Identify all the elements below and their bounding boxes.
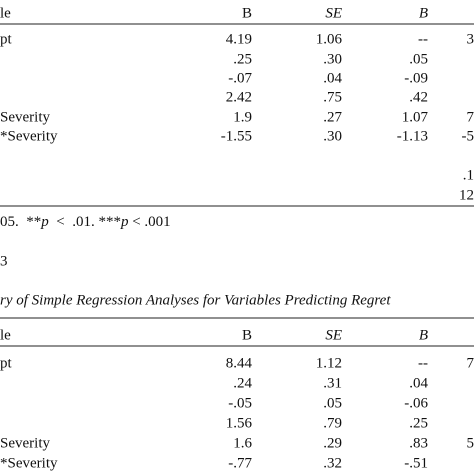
cell: .31: [323, 375, 342, 391]
cell: --: [418, 355, 428, 371]
cell: .1: [463, 167, 474, 183]
cell: .24: [233, 375, 252, 391]
cell: .83: [409, 435, 428, 451]
note-part: p: [40, 214, 49, 230]
cell: .27: [323, 109, 342, 125]
note-part: < .01. ***: [49, 214, 121, 230]
cell: 5: [467, 435, 474, 451]
cell: 1.12: [316, 355, 342, 371]
cell: -.06: [404, 395, 428, 411]
column-header: B: [419, 327, 428, 343]
row-label: Severity: [0, 109, 50, 125]
cell: -.09: [404, 70, 428, 86]
row-label: *Severity: [0, 455, 58, 471]
column-header: le: [0, 327, 11, 343]
cell: 1.07: [402, 109, 429, 125]
table-title: ry of Simple Regression Analyses for Var…: [0, 292, 391, 308]
row-label: Severity: [0, 435, 50, 451]
table-note: 05. **p < .01. ***p < .001: [0, 214, 171, 230]
note-part: p: [120, 214, 129, 230]
column-header: B: [419, 5, 428, 21]
row-label: *Severity: [0, 128, 58, 144]
column-header: B: [242, 5, 252, 21]
cell: 7: [467, 109, 474, 125]
cell: .75: [323, 89, 342, 105]
cell: .79: [323, 415, 342, 431]
cell: .29: [323, 435, 342, 451]
column-header: SE: [325, 327, 342, 343]
cell: .04: [409, 375, 428, 391]
cell: 1.6: [233, 435, 252, 451]
cell: .42: [409, 89, 428, 105]
cell: -.07: [228, 70, 252, 86]
cell: 8.44: [226, 355, 253, 371]
cell: -.77: [228, 455, 252, 471]
cell: 1.9: [233, 109, 252, 125]
note-part: 05. **: [0, 214, 41, 230]
column-header: B: [242, 327, 252, 343]
cell: 1.06: [316, 31, 343, 47]
table-number: 3: [0, 253, 8, 269]
cell: .05: [323, 395, 342, 411]
cell: .04: [323, 70, 342, 86]
cell: 1.56: [226, 415, 253, 431]
cell: .30: [323, 128, 342, 144]
cell: -1.13: [397, 128, 428, 144]
cell: -.05: [228, 395, 252, 411]
cell: -5: [462, 128, 474, 144]
cell: 2.42: [226, 89, 252, 105]
cell: .32: [323, 455, 342, 471]
row-label: pt: [0, 355, 13, 371]
column-header: le: [0, 5, 11, 21]
note-part: < .001: [128, 214, 170, 230]
cell: -1.55: [221, 128, 252, 144]
cell: .30: [323, 51, 342, 67]
cell: -.51: [404, 455, 428, 471]
cell: .25: [409, 415, 428, 431]
row-label: pt: [0, 31, 13, 47]
column-header: SE: [325, 5, 342, 21]
cell: 4.19: [226, 31, 252, 47]
cell: .25: [233, 51, 252, 67]
cell: .05: [409, 51, 428, 67]
cell: 7: [467, 355, 474, 371]
cell: --: [418, 31, 428, 47]
cell: 12: [459, 187, 474, 203]
cell: 3: [467, 31, 474, 47]
